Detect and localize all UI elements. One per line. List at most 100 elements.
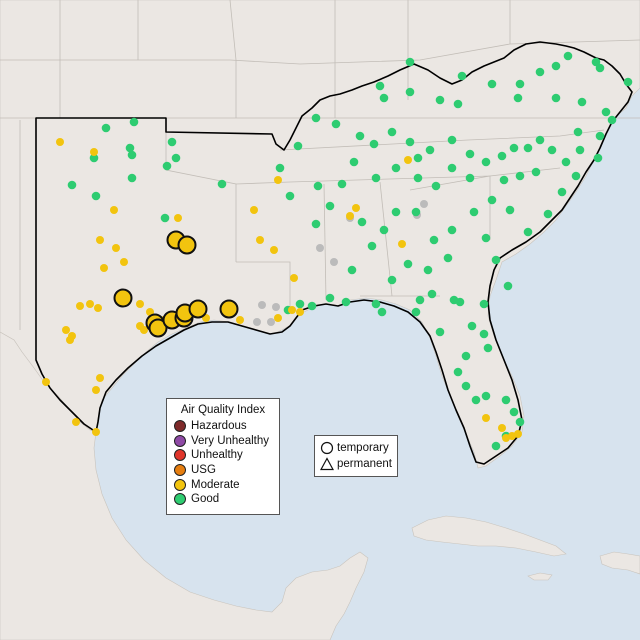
- monitor-marker[interactable]: [563, 51, 573, 61]
- monitor-marker[interactable]: [561, 157, 571, 167]
- monitor-marker[interactable]: [481, 157, 491, 167]
- monitor-marker[interactable]: [427, 289, 437, 299]
- monitor-marker[interactable]: [465, 149, 475, 159]
- monitor-marker[interactable]: [285, 191, 295, 201]
- monitor-marker[interactable]: [465, 173, 475, 183]
- monitor-marker[interactable]: [623, 77, 633, 87]
- monitor-marker[interactable]: [236, 316, 244, 324]
- monitor-marker[interactable]: [290, 274, 298, 282]
- monitor-marker[interactable]: [575, 145, 585, 155]
- monitor-marker[interactable]: [371, 173, 381, 183]
- monitor-marker[interactable]: [415, 295, 425, 305]
- monitor-marker[interactable]: [275, 163, 285, 173]
- monitor-marker[interactable]: [447, 135, 457, 145]
- monitor-marker[interactable]: [487, 79, 497, 89]
- monitor-marker[interactable]: [387, 275, 397, 285]
- monitor-marker[interactable]: [535, 135, 545, 145]
- monitor-marker[interactable]: [307, 301, 317, 311]
- monitor-marker[interactable]: [62, 326, 70, 334]
- monitor-marker[interactable]: [515, 79, 525, 89]
- monitor-marker[interactable]: [313, 181, 323, 191]
- monitor-marker[interactable]: [92, 428, 100, 436]
- monitor-marker[interactable]: [411, 307, 421, 317]
- monitor-marker[interactable]: [274, 314, 282, 322]
- monitor-marker[interactable]: [295, 299, 305, 309]
- monitor-marker[interactable]: [503, 281, 513, 291]
- monitor-marker[interactable]: [217, 179, 227, 189]
- monitor-marker[interactable]: [101, 123, 111, 133]
- monitor-marker[interactable]: [90, 148, 98, 156]
- monitor-marker[interactable]: [96, 374, 104, 382]
- monitor-marker[interactable]: [325, 293, 335, 303]
- monitor-marker[interactable]: [316, 244, 324, 252]
- monitor-marker[interactable]: [483, 343, 493, 353]
- monitor-marker[interactable]: [293, 141, 303, 151]
- monitor-marker[interactable]: [76, 302, 84, 310]
- monitor-marker[interactable]: [505, 205, 515, 215]
- monitor-marker[interactable]: [431, 181, 441, 191]
- monitor-marker[interactable]: [435, 327, 445, 337]
- monitor-marker[interactable]: [253, 318, 261, 326]
- monitor-marker[interactable]: [369, 139, 379, 149]
- monitor-marker[interactable]: [601, 107, 611, 117]
- monitor-marker[interactable]: [487, 195, 497, 205]
- monitor-marker[interactable]: [403, 259, 413, 269]
- monitor-marker[interactable]: [398, 240, 406, 248]
- monitor-marker[interactable]: [347, 265, 357, 275]
- monitor-marker[interactable]: [593, 153, 603, 163]
- monitor-marker[interactable]: [66, 336, 74, 344]
- monitor-marker[interactable]: [461, 381, 471, 391]
- monitor-marker[interactable]: [547, 145, 557, 155]
- monitor-marker[interactable]: [391, 207, 401, 217]
- monitor-marker[interactable]: [72, 418, 80, 426]
- monitor-marker[interactable]: [447, 163, 457, 173]
- monitor-marker[interactable]: [405, 137, 415, 147]
- monitor-marker[interactable]: [258, 301, 266, 309]
- monitor-marker[interactable]: [391, 163, 401, 173]
- temporary-monitor-marker[interactable]: [188, 299, 208, 319]
- monitor-marker[interactable]: [577, 97, 587, 107]
- monitor-marker[interactable]: [379, 93, 389, 103]
- monitor-marker[interactable]: [571, 171, 581, 181]
- monitor-marker[interactable]: [346, 212, 354, 220]
- monitor-marker[interactable]: [89, 153, 99, 163]
- monitor-marker[interactable]: [420, 200, 428, 208]
- monitor-marker[interactable]: [274, 176, 282, 184]
- temporary-monitor-marker[interactable]: [177, 235, 197, 255]
- monitor-marker[interactable]: [497, 151, 507, 161]
- monitor-marker[interactable]: [491, 255, 501, 265]
- monitor-marker[interactable]: [595, 131, 605, 141]
- monitor-marker[interactable]: [367, 241, 377, 251]
- monitor-marker[interactable]: [453, 99, 463, 109]
- temporary-monitor-marker[interactable]: [219, 299, 239, 319]
- monitor-marker[interactable]: [535, 67, 545, 77]
- monitor-marker[interactable]: [404, 156, 412, 164]
- monitor-marker[interactable]: [160, 213, 170, 223]
- monitor-marker[interactable]: [551, 93, 561, 103]
- monitor-marker[interactable]: [513, 93, 523, 103]
- monitor-marker[interactable]: [461, 351, 471, 361]
- monitor-marker[interactable]: [56, 138, 64, 146]
- monitor-marker[interactable]: [551, 61, 561, 71]
- monitor-marker[interactable]: [377, 307, 387, 317]
- monitor-marker[interactable]: [129, 117, 139, 127]
- monitor-marker[interactable]: [296, 308, 304, 316]
- monitor-marker[interactable]: [91, 191, 101, 201]
- monitor-marker[interactable]: [167, 137, 177, 147]
- monitor-marker[interactable]: [515, 417, 525, 427]
- monitor-marker[interactable]: [171, 153, 181, 163]
- monitor-marker[interactable]: [311, 219, 321, 229]
- monitor-marker[interactable]: [349, 157, 359, 167]
- monitor-marker[interactable]: [479, 299, 489, 309]
- monitor-marker[interactable]: [337, 179, 347, 189]
- monitor-marker[interactable]: [413, 153, 423, 163]
- monitor-marker[interactable]: [455, 297, 465, 307]
- monitor-marker[interactable]: [92, 386, 100, 394]
- monitor-marker[interactable]: [498, 424, 506, 432]
- monitor-marker[interactable]: [531, 167, 541, 177]
- monitor-marker[interactable]: [325, 201, 335, 211]
- temporary-monitor-marker[interactable]: [148, 318, 168, 338]
- monitor-marker[interactable]: [357, 217, 367, 227]
- monitor-marker[interactable]: [311, 113, 321, 123]
- monitor-marker[interactable]: [100, 264, 108, 272]
